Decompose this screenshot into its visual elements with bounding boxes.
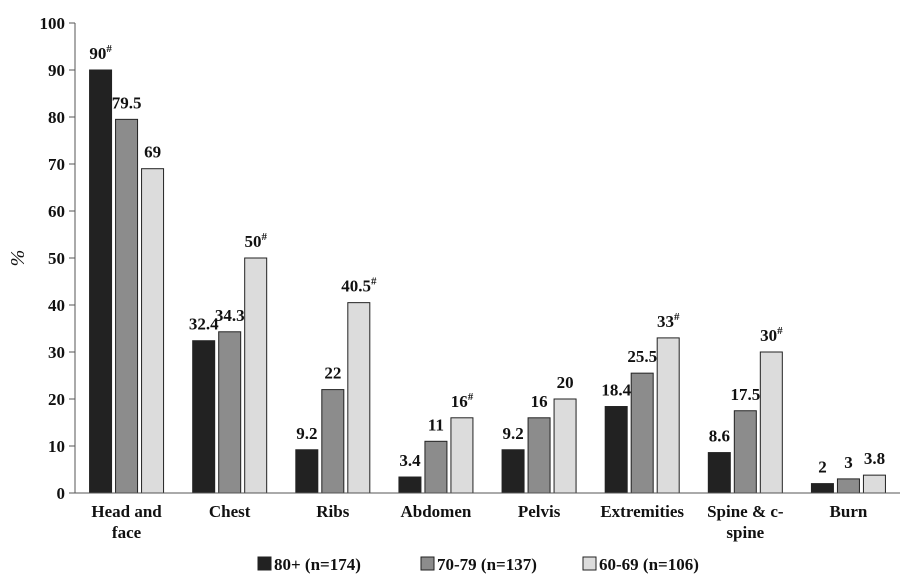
- legend-label: 80+ (n=174): [274, 555, 361, 574]
- bar: [89, 69, 113, 494]
- data-label: 50#: [244, 231, 267, 251]
- y-tick-label: 0: [57, 484, 66, 503]
- y-tick-label: 10: [48, 437, 65, 456]
- category-label: Abdomen: [401, 502, 472, 521]
- y-tick-label: 80: [48, 108, 65, 127]
- bar: [862, 474, 886, 494]
- data-label: 17.5: [730, 385, 760, 404]
- bar: [810, 483, 834, 494]
- data-label: 34.3: [215, 306, 245, 325]
- bar: [604, 406, 628, 494]
- bar: [192, 340, 216, 494]
- bar: [707, 452, 731, 494]
- data-label: 9.2: [502, 424, 523, 443]
- data-label: 25.5: [627, 347, 657, 366]
- data-label: 20: [557, 373, 574, 392]
- y-tick-label: 20: [48, 390, 65, 409]
- y-axis-ticks: 0 10 20 30 40 50 60 70 80 90 100: [40, 14, 75, 503]
- data-label: 3.4: [399, 451, 421, 470]
- bar: [321, 389, 345, 494]
- y-tick-label: 30: [48, 343, 65, 362]
- category-label: Chest: [209, 502, 251, 521]
- data-label: 40.5#: [341, 276, 377, 296]
- data-label: 16#: [451, 391, 474, 411]
- data-label: 8.6: [709, 427, 730, 446]
- data-label: 90#: [89, 43, 112, 63]
- bars: [89, 69, 886, 494]
- bar: [141, 168, 165, 494]
- bar: [630, 372, 654, 494]
- category-label: Pelvis: [518, 502, 561, 521]
- y-tick-label: 100: [40, 14, 66, 33]
- data-label: 79.5: [112, 93, 142, 112]
- bar: [450, 417, 474, 494]
- data-label: 33#: [657, 311, 680, 331]
- bar: [424, 440, 448, 494]
- category-label: Spine & c-spine: [707, 502, 784, 542]
- data-label: 9.2: [296, 424, 317, 443]
- data-label: 11: [428, 415, 444, 434]
- legend-label: 60-69 (n=106): [599, 555, 699, 574]
- bar: [115, 118, 139, 494]
- data-label: 32.4: [189, 315, 219, 334]
- x-axis-categories: Head and face Chest Ribs Abdomen Pelvis Extrem…: [91, 502, 868, 542]
- data-label: 69: [144, 143, 161, 162]
- bar: [218, 331, 242, 494]
- y-tick-label: 60: [48, 202, 65, 221]
- data-label: 16: [531, 392, 548, 411]
- legend: 80+ (n=174) 70-79 (n=137) 60-69 (n=106): [257, 555, 699, 574]
- bar: [244, 257, 268, 494]
- bar: [347, 302, 371, 494]
- y-tick-label: 90: [48, 61, 65, 80]
- data-label: 18.4: [601, 381, 631, 400]
- value-labels: 90# 79.5 69 32.434.3 50# 9.2 22 40.5# 3.4 11 16# 9.…: [89, 43, 885, 477]
- bar: [656, 337, 680, 494]
- bar: [398, 476, 422, 494]
- bar: [501, 449, 525, 494]
- data-label: 3: [844, 453, 853, 472]
- category-label: Ribs: [316, 502, 349, 521]
- y-tick-label: 40: [48, 296, 65, 315]
- category-label: Head and face: [91, 502, 162, 542]
- legend-swatch: [582, 556, 597, 571]
- bar: [733, 410, 757, 494]
- bar: [759, 351, 783, 494]
- legend-swatch: [420, 556, 435, 571]
- data-label: 2: [818, 458, 827, 477]
- category-label: Burn: [830, 502, 868, 521]
- y-tick-label: 70: [48, 155, 65, 174]
- data-label: 3.8: [864, 449, 885, 468]
- data-label: 30#: [760, 325, 783, 345]
- category-label: Extremities: [600, 502, 684, 521]
- data-label: 22: [324, 364, 341, 383]
- y-tick-label: 50: [48, 249, 65, 268]
- bar: [553, 398, 577, 494]
- legend-label: 70-79 (n=137): [437, 555, 537, 574]
- bar: [295, 449, 319, 494]
- bar: [836, 478, 860, 494]
- legend-swatch: [257, 556, 272, 571]
- y-axis-label: %: [7, 250, 29, 267]
- bar: [527, 417, 551, 494]
